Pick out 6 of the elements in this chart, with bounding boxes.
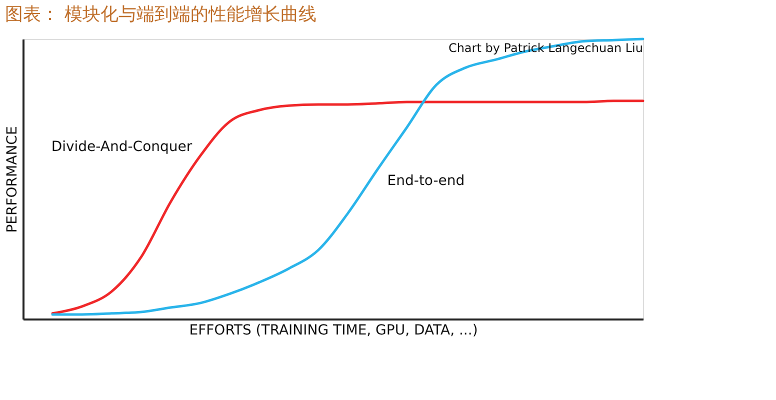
- y-axis-title: PERFORMANCE: [4, 126, 20, 233]
- annotation: Chart by Patrick Langechuan Liu: [448, 41, 643, 55]
- series-label: End-to-end: [387, 172, 465, 189]
- series-label: Divide-And-Conquer: [51, 139, 192, 156]
- chart-title: 图表： 模块化与端到端的性能增长曲线: [5, 4, 317, 25]
- x-axis-title: EFFORTS (TRAINING TIME, GPU, DATA, ...): [189, 322, 478, 338]
